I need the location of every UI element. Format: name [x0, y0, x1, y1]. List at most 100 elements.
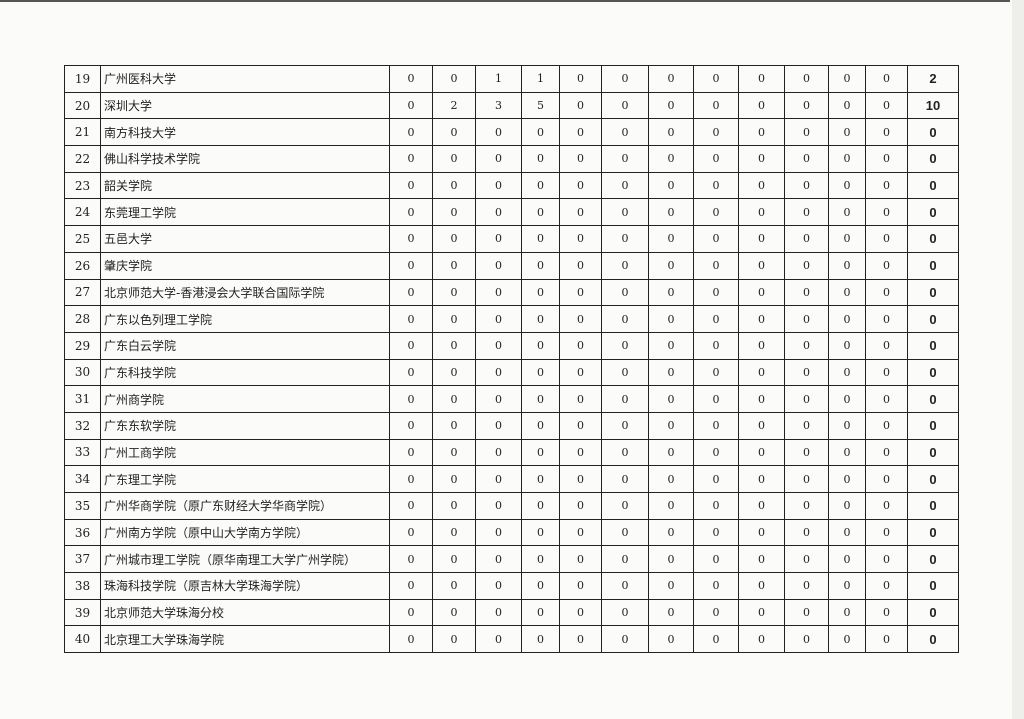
value-cell: 0 [828, 572, 866, 600]
total-cell: 0 [907, 198, 959, 227]
value-cell: 0 [432, 251, 476, 280]
value-cell: 0 [648, 251, 694, 280]
table-row: 33 广州工商学院 0 0 0 0 0 0 0 0 0 0 0 0 0 [64, 438, 959, 467]
value-cell: 0 [521, 385, 560, 413]
value-cell: 0 [432, 118, 476, 147]
total-cell: 0 [907, 118, 959, 147]
total-cell: 10 [907, 91, 959, 120]
value-cell: 0 [828, 198, 866, 227]
value-cell: 0 [784, 198, 829, 227]
table-row: 37 广州城市理工学院（原华南理工大学广州学院） 0 0 0 0 0 0 0 0 0 0 0 0 0 [64, 545, 959, 574]
value-cell: 0 [648, 305, 694, 333]
institution-name: 深圳大学 [100, 91, 390, 120]
value-cell: 0 [601, 518, 649, 547]
value-cell: 0 [389, 411, 433, 440]
value-cell: 0 [601, 91, 649, 120]
value-cell: 0 [865, 358, 908, 387]
value-cell: 0 [784, 65, 829, 93]
value-cell: 0 [784, 411, 829, 440]
value-cell: 0 [693, 305, 739, 333]
row-number: 23 [64, 171, 101, 200]
total-cell: 0 [907, 598, 959, 627]
value-cell: 0 [389, 331, 433, 360]
value-cell: 0 [784, 305, 829, 333]
institution-name: 广东白云学院 [100, 331, 390, 360]
value-cell: 0 [521, 251, 560, 280]
institution-name: 北京师范大学珠海分校 [100, 598, 390, 627]
page-top-edge [0, 0, 1010, 2]
value-cell: 0 [432, 492, 476, 520]
row-number: 37 [64, 545, 101, 574]
value-cell: 0 [601, 545, 649, 574]
institution-name: 广东科技学院 [100, 358, 390, 387]
total-cell: 0 [907, 305, 959, 333]
value-cell: 0 [828, 91, 866, 120]
value-cell: 0 [693, 278, 739, 307]
value-cell: 0 [432, 278, 476, 307]
value-cell: 0 [738, 518, 785, 547]
total-cell: 0 [907, 518, 959, 547]
institution-name: 南方科技大学 [100, 118, 390, 147]
value-cell: 0 [784, 492, 829, 520]
table-row: 34 广东理工学院 0 0 0 0 0 0 0 0 0 0 0 0 0 [64, 465, 959, 493]
value-cell: 0 [475, 572, 522, 600]
value-cell: 0 [559, 225, 602, 253]
value-cell: 0 [693, 518, 739, 547]
value-cell: 0 [648, 358, 694, 387]
value-cell: 0 [828, 171, 866, 200]
value-cell: 0 [738, 545, 785, 574]
value-cell: 0 [432, 598, 476, 627]
value-cell: 0 [738, 118, 785, 147]
row-number: 29 [64, 331, 101, 360]
row-number: 35 [64, 492, 101, 520]
value-cell: 0 [784, 385, 829, 413]
institution-name: 佛山科学技术学院 [100, 145, 390, 173]
table-row: 23 韶关学院 0 0 0 0 0 0 0 0 0 0 0 0 0 [64, 171, 959, 200]
value-cell: 0 [828, 625, 866, 654]
value-cell: 0 [828, 411, 866, 440]
value-cell: 0 [432, 358, 476, 387]
row-number: 25 [64, 225, 101, 253]
value-cell: 0 [784, 465, 829, 493]
value-cell: 0 [784, 251, 829, 280]
value-cell: 0 [559, 278, 602, 307]
value-cell: 2 [432, 91, 476, 120]
value-cell: 0 [738, 65, 785, 93]
page-right-edge [1012, 0, 1024, 719]
value-cell: 0 [784, 625, 829, 654]
row-number: 21 [64, 118, 101, 147]
value-cell: 0 [601, 385, 649, 413]
value-cell: 0 [521, 305, 560, 333]
value-cell: 0 [738, 145, 785, 173]
table-row: 35 广州华商学院（原广东财经大学华商学院） 0 0 0 0 0 0 0 0 0 0 0 0 0 [64, 492, 959, 520]
table-row: 24 东莞理工学院 0 0 0 0 0 0 0 0 0 0 0 0 0 [64, 198, 959, 227]
value-cell: 0 [389, 385, 433, 413]
value-cell: 0 [559, 438, 602, 467]
value-cell: 0 [648, 518, 694, 547]
value-cell: 0 [693, 91, 739, 120]
value-cell: 1 [475, 65, 522, 93]
value-cell: 0 [865, 572, 908, 600]
value-cell: 0 [389, 438, 433, 467]
value-cell: 0 [432, 411, 476, 440]
value-cell: 0 [432, 65, 476, 93]
table-row: 32 广东东软学院 0 0 0 0 0 0 0 0 0 0 0 0 0 [64, 411, 959, 440]
value-cell: 0 [475, 305, 522, 333]
total-cell: 0 [907, 385, 959, 413]
value-cell: 0 [738, 171, 785, 200]
value-cell: 0 [693, 438, 739, 467]
table-row: 28 广东以色列理工学院 0 0 0 0 0 0 0 0 0 0 0 0 0 [64, 305, 959, 333]
value-cell: 0 [559, 305, 602, 333]
row-number: 28 [64, 305, 101, 333]
value-cell: 0 [559, 65, 602, 93]
value-cell: 0 [693, 198, 739, 227]
value-cell: 0 [475, 545, 522, 574]
value-cell: 0 [784, 598, 829, 627]
value-cell: 0 [784, 278, 829, 307]
value-cell: 0 [521, 572, 560, 600]
value-cell: 0 [601, 198, 649, 227]
value-cell: 0 [475, 518, 522, 547]
institution-name: 北京理工大学珠海学院 [100, 625, 390, 654]
value-cell: 0 [865, 518, 908, 547]
value-cell: 0 [648, 411, 694, 440]
